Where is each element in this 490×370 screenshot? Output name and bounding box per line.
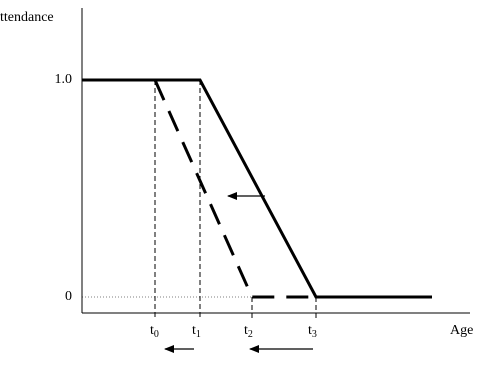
shifted-curve <box>153 79 316 299</box>
guide-lines <box>154 80 317 320</box>
original-curve <box>82 78 432 299</box>
tick-base: t <box>192 323 196 338</box>
x-tick-label: t2 <box>244 323 253 340</box>
tick-subscript: 0 <box>154 329 159 340</box>
y-axis-label: ttendance <box>0 10 54 25</box>
x-tick-label: t1 <box>192 323 201 340</box>
y-tick-label: 0 <box>65 289 72 304</box>
tick-subscript: 3 <box>312 329 317 340</box>
tick-subscript: 1 <box>196 329 201 340</box>
x-tick-labels: t0 t1 t2 t3 <box>150 323 317 340</box>
y-tick-label: 1.0 <box>55 72 73 87</box>
x-tick-label: t0 <box>150 323 159 340</box>
x-axis-label: Age <box>450 323 473 338</box>
tick-base: t <box>308 323 312 338</box>
x-tick-label: t3 <box>308 323 317 340</box>
tick-base: t <box>150 323 154 338</box>
tick-base: t <box>244 323 248 338</box>
tick-subscript: 2 <box>248 329 253 340</box>
